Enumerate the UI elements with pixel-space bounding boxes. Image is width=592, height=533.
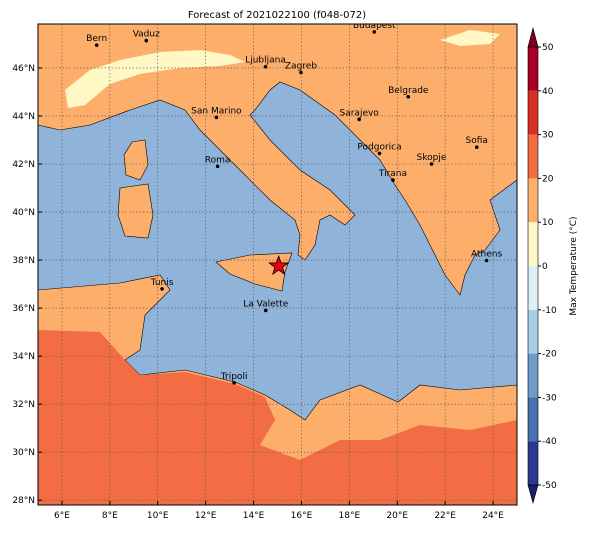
colorbar-swatch bbox=[528, 353, 538, 398]
colorbar-tick-label: 30 bbox=[542, 131, 554, 141]
city-dot bbox=[160, 287, 164, 291]
alps-cold bbox=[65, 50, 245, 108]
city-dot bbox=[406, 94, 411, 99]
city-dot bbox=[144, 38, 149, 43]
sardinia bbox=[117, 183, 154, 239]
city-label: Roma bbox=[205, 155, 231, 165]
city-label: Belgrade bbox=[388, 86, 429, 96]
colorbar-swatch bbox=[528, 222, 538, 266]
carpathian-cold bbox=[440, 30, 500, 46]
x-tick-label: 16°E bbox=[291, 511, 313, 521]
axes: 6°E 8°E 10°E 12°E 14°E 16°E 18°E 20°E 22°E 24°E 28… bbox=[12, 64, 504, 521]
city-label: Tripoli bbox=[220, 372, 248, 382]
y-tick-label: 38°N bbox=[12, 256, 35, 266]
city-label: La Valette bbox=[243, 299, 288, 309]
x-tick-label: 24°E bbox=[482, 511, 504, 521]
city-dot bbox=[299, 70, 303, 75]
city-label: San Marino bbox=[191, 106, 242, 116]
y-tick-label: 28°N bbox=[12, 496, 35, 506]
city-dot bbox=[263, 64, 268, 69]
colorbar-tick-label: -10 bbox=[542, 306, 557, 316]
x-tick-label: 20°E bbox=[386, 511, 408, 521]
colorbar-swatch bbox=[528, 47, 538, 91]
africa-hot bbox=[38, 330, 517, 505]
city-dot bbox=[263, 308, 268, 313]
colorbar-tick-label: 40 bbox=[542, 87, 554, 97]
colorbar-swatch bbox=[528, 266, 538, 310]
y-tick-label: 34°N bbox=[12, 352, 35, 362]
colorbar-swatch bbox=[528, 397, 538, 442]
colorbar: -50 -40 -30 -20 -10 0 10 20 30 40 50 bbox=[527, 26, 557, 505]
colorbar-over bbox=[527, 26, 539, 48]
city-label: Tunis bbox=[150, 278, 174, 288]
colorbar-tick-label: 10 bbox=[542, 218, 554, 228]
city-label: Vaduz bbox=[133, 30, 160, 40]
colorbar-swatch bbox=[528, 134, 538, 179]
grid bbox=[38, 24, 517, 505]
colorbar-tick-label: -30 bbox=[542, 393, 557, 403]
colorbar-under bbox=[527, 484, 539, 505]
city-label: Bern bbox=[86, 34, 107, 44]
y-tick-label: 32°N bbox=[12, 400, 35, 410]
city-dot bbox=[391, 178, 395, 182]
colorbar-tick-label: -40 bbox=[542, 437, 557, 447]
city-label: Skopje bbox=[417, 153, 447, 163]
city-label: Ljubljana bbox=[245, 56, 286, 66]
y-tick-label: 30°N bbox=[12, 448, 35, 458]
x-tick-label: 8°E bbox=[102, 511, 118, 521]
colorbar-swatch bbox=[528, 441, 538, 485]
y-tick-label: 40°N bbox=[12, 208, 35, 218]
map-frame bbox=[37, 23, 518, 506]
city-label: Athens bbox=[471, 250, 502, 260]
city-label: Zagreb bbox=[285, 62, 317, 72]
colorbar-tick-label: 20 bbox=[542, 174, 554, 184]
city-dot bbox=[214, 115, 219, 120]
x-tick-label: 10°E bbox=[147, 511, 169, 521]
colorbar-swatch bbox=[528, 90, 538, 135]
colorbar-tick-label: 0 bbox=[542, 262, 548, 272]
colorbar-swatch bbox=[528, 309, 538, 354]
city-label: Tirana bbox=[378, 169, 407, 179]
city-dot bbox=[215, 164, 220, 169]
city-dot bbox=[357, 117, 361, 122]
x-tick-label: 22°E bbox=[434, 511, 456, 521]
city-dot bbox=[94, 43, 99, 47]
y-tick-label: 44°N bbox=[12, 112, 35, 122]
city-dot bbox=[232, 380, 236, 385]
colorbar-tick-label: -20 bbox=[542, 350, 557, 360]
city-dot bbox=[372, 30, 377, 34]
corsica bbox=[123, 139, 149, 181]
y-tick-label: 36°N bbox=[12, 304, 35, 314]
y-tick-label: 42°N bbox=[12, 160, 35, 170]
forecast-marker bbox=[268, 254, 290, 276]
colorbar-tick-label: -50 bbox=[542, 481, 557, 491]
y-tick-label: 46°N bbox=[12, 64, 35, 74]
x-tick-label: 14°E bbox=[243, 511, 265, 521]
city-dot bbox=[429, 162, 434, 166]
city-label: Podgorica bbox=[357, 142, 401, 152]
city-label: Sofia bbox=[466, 136, 488, 146]
x-tick-label: 12°E bbox=[195, 511, 217, 521]
x-tick-label: 6°E bbox=[54, 511, 70, 521]
city-label: Budapest bbox=[353, 21, 396, 31]
colorbar-swatch bbox=[528, 178, 538, 223]
colorbar-tick-label: 50 bbox=[542, 43, 554, 53]
city-label: Sarajevo bbox=[340, 108, 380, 118]
city-dot bbox=[474, 145, 479, 149]
x-tick-label: 18°E bbox=[339, 511, 361, 521]
city-dot bbox=[484, 258, 489, 263]
title: Forecast of 2021022100 (f048-072) bbox=[188, 10, 366, 21]
city-dot bbox=[377, 151, 382, 156]
colorbar-label: Max Temperature (°C) bbox=[569, 216, 579, 315]
